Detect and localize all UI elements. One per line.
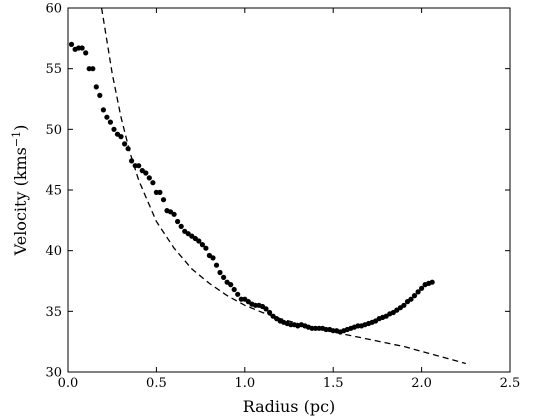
chart-marks: [68, 8, 466, 365]
data-point: [122, 141, 128, 147]
data-point: [111, 126, 117, 132]
data-point: [411, 293, 418, 299]
data-point: [157, 189, 163, 195]
data-point: [415, 289, 421, 295]
data-point: [83, 50, 89, 56]
data-point: [79, 45, 85, 51]
data-point: [68, 41, 75, 48]
model-curve: [100, 8, 466, 365]
data-point: [312, 325, 319, 331]
data-point: [263, 306, 269, 312]
y-tick-label: 40: [45, 244, 62, 259]
data-point: [408, 296, 414, 302]
y-tick-label: 55: [45, 62, 62, 77]
y-axis-label-main: Velocity (kms: [11, 147, 30, 256]
x-tick-label: 2.0: [411, 376, 432, 391]
x-tick-label: 1.0: [234, 376, 255, 391]
data-point: [235, 291, 241, 297]
data-point: [93, 84, 99, 90]
data-point: [90, 66, 96, 72]
data-point: [429, 279, 435, 285]
data-point: [419, 285, 425, 291]
data-point: [228, 282, 234, 288]
data-point: [171, 211, 177, 217]
data-point: [401, 302, 407, 308]
data-point: [203, 245, 209, 251]
x-tick-label: 2.5: [500, 376, 521, 391]
x-axis-label: Radius (pc): [243, 397, 336, 416]
data-point: [213, 262, 220, 268]
data-point: [100, 107, 106, 113]
y-axis-label-close: ): [11, 125, 30, 131]
x-tick-label: 0.0: [58, 376, 79, 391]
data-point: [221, 274, 227, 280]
y-axis-label-superscript: −1: [10, 131, 23, 147]
data-point: [267, 309, 273, 316]
y-axis-label: Velocity (kms−1): [10, 125, 30, 257]
data-point: [146, 175, 152, 181]
data-point: [210, 255, 216, 261]
y-tick-label: 35: [45, 305, 62, 320]
data-point: [196, 238, 202, 244]
data-point: [136, 163, 142, 169]
data-point: [86, 66, 92, 72]
data-point: [97, 92, 103, 98]
data-point: [175, 218, 181, 225]
plot-frame: [67, 7, 511, 373]
y-tick-label: 30: [45, 366, 62, 381]
data-point: [199, 242, 205, 248]
data-point: [107, 119, 113, 125]
data-point: [178, 223, 184, 229]
data-point: [104, 114, 110, 120]
data-point: [231, 286, 237, 293]
y-tick-label: 60: [45, 2, 62, 17]
data-point: [143, 170, 149, 176]
x-tick-label: 1.5: [323, 376, 344, 391]
y-tick-label: 50: [45, 123, 62, 138]
data-point: [129, 158, 135, 164]
data-point: [217, 269, 223, 276]
data-point: [150, 180, 156, 186]
axis-ticks: 0.0 0.5 1.0 1.5 2.0 2.5 30 35 40 45 50 55 60: [45, 2, 520, 392]
data-point: [160, 197, 167, 203]
x-tick-label: 0.5: [146, 376, 167, 391]
data-point: [118, 134, 124, 140]
y-tick-label: 45: [45, 184, 62, 199]
